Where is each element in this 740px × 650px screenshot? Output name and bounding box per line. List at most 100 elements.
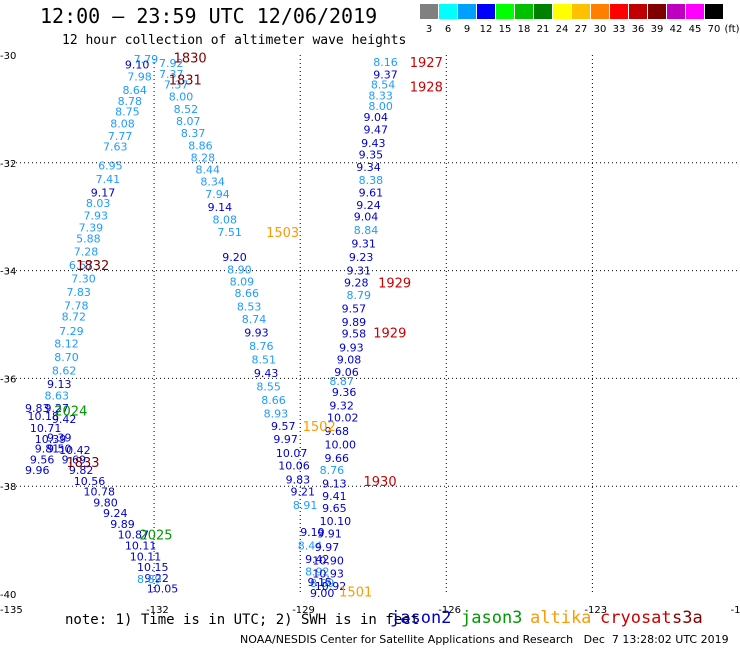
swh-value: 9.34 [356,161,381,174]
legend-altika: altika [530,608,592,628]
lat-label: -36 [0,374,16,385]
swh-value: 9.96 [25,464,49,477]
swh-value: 10.02 [327,412,359,425]
swh-value: 10.71 [30,422,62,435]
swh-value: 9.31 [351,238,376,251]
swh-value: 8.38 [359,174,384,187]
swh-value: 8.87 [329,375,354,388]
swh-value: 9.36 [332,386,357,399]
legend-label: 12 [479,24,493,35]
legend-swatch [686,4,704,19]
swh-value: 9.35 [359,149,384,162]
pass-time-labels: 1830 1831 1832 1833 2024 2025 1503 1502 1501 1927… [54,52,443,601]
swh-value: 10.78 [83,486,115,499]
swh-value: 9.24 [103,507,128,520]
swh-value: 8.64 [122,84,147,97]
swh-value: 9.08 [337,354,362,367]
swh-value: 9.50 [47,442,72,455]
lat-label: -32 [0,159,16,170]
lon-label: -132 [146,605,169,616]
swh-value: 10.15 [137,561,169,574]
legend-swatch [496,4,514,19]
legend-swatch [439,4,457,19]
swh-value: 8.51 [252,354,277,367]
pass-time: 1928 [410,80,443,95]
swh-value: 7.79 [134,53,159,66]
legend-unit: (ft) [724,24,740,35]
swh-value: 10.18 [27,410,59,423]
swh-value: 9.37 [373,68,398,81]
swh-value: 9.14 [208,201,233,214]
swh-value: 8.70 [54,351,79,364]
lon-label: -129 [292,605,315,616]
swh-value: 9.22 [144,572,169,585]
swh-value: 10.39 [35,433,67,446]
swh-value: 9.68 [325,425,350,438]
axis-labels: -30 -32 -34 -36 -38 -40 -135 -132 -129 -126 -123 -1… [0,51,740,616]
swh-value: 9.93 [244,327,269,340]
swh-value: 8.55 [256,380,281,393]
swh-value: 9.97 [273,433,298,446]
legend-label: 33 [612,24,626,35]
swh-value: 9.43 [254,367,279,380]
swh-value: 9.17 [91,186,116,199]
pass-time: 1927 [410,56,443,71]
swh-value: 8.33 [368,89,393,102]
legend-swatch [420,4,438,19]
legend-swatch [705,4,723,19]
swh-value: 10.42 [59,444,90,457]
swh-value: 8.53 [237,301,262,314]
swh-value: 8.34 [200,176,225,189]
swh-value: 9.57 [271,420,296,433]
swh-value: 7.37 [159,68,184,81]
swh-value: 10.06 [278,460,310,473]
swh-value: 8.44 [298,539,323,552]
lon-label: -135 [0,605,23,616]
footer-credit: NOAA/NESDIS Center for Satellite Applica… [240,633,729,646]
swh-value: 9.13 [47,378,72,391]
pass-time: 1831 [169,73,202,88]
swh-value: 8.66 [234,287,259,300]
legend-swatch [572,4,590,19]
swh-value: 8.54 [371,79,396,92]
swh-value: 9.65 [322,502,347,515]
swh-value: 9.19 [300,526,325,539]
swh-value: 9.97 [315,541,340,554]
swh-value: 8.75 [115,106,140,119]
pass-time: 1929 [373,327,406,342]
swh-value: 9.93 [339,342,364,355]
swh-value: 8.16 [373,56,398,69]
swh-value: 9.23 [349,251,374,264]
swh-value: 9.32 [329,399,354,412]
legend-label: 9 [463,24,471,35]
swh-value: 9.10 [125,59,150,72]
swh-value: 8.08 [213,213,238,226]
swh-value: 8.76 [249,340,274,353]
pass-time: 1503 [266,226,299,241]
legend-label: 45 [688,24,702,35]
swh-value: 9.61 [359,186,384,199]
swh-value: 10.11 [130,550,162,563]
swh-value: 9.66 [325,452,350,465]
legend-jason2: jason2 [390,608,452,628]
legend-s3a: s3a [672,608,703,628]
legend-swatch [515,4,533,19]
swh-value: 7.92 [159,57,184,70]
legend-label: 70 [707,24,721,35]
swh-value: 10.05 [147,583,179,596]
legend-label: 3 [425,24,433,35]
swh-value: 7.37 [164,79,189,92]
swh-value: 7.94 [205,188,230,201]
map-subtitle: 12 hour collection of altimeter wave hei… [62,33,407,48]
wave-height-values: 7.799.107.988.648.788.758.087.777.636.95… [25,53,398,600]
swh-value: 10.07 [276,447,308,460]
swh-value: 9.13 [322,478,347,491]
legend-swatch [553,4,571,19]
swh-value: 9.57 [342,302,367,315]
swh-value: 8.09 [230,275,255,288]
swh-value: 10.00 [325,439,357,452]
swh-value: 9.28 [344,276,369,289]
lon-label: -126 [438,605,461,616]
pass-time: 1929 [378,276,411,291]
swh-value: 9.21 [290,486,315,499]
